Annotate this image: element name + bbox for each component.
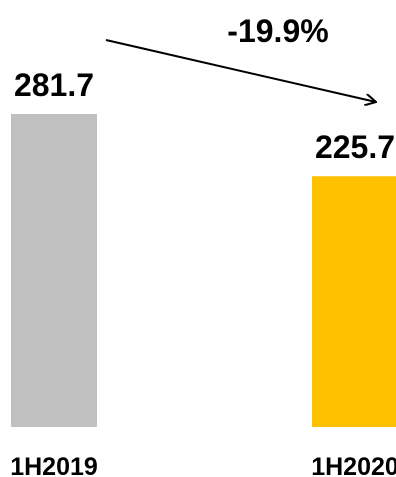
bar-1h2020 [312, 176, 396, 427]
category-label-1h2019: 1H2019 [10, 453, 98, 477]
change-percent-label: -19.9% [227, 13, 328, 49]
value-label-1h2019: 281.7 [14, 67, 94, 103]
value-label-1h2020: 225.7 [315, 129, 395, 165]
category-label-1h2020: 1H2020 [311, 453, 396, 477]
bar-1h2019 [11, 114, 97, 427]
change-arrow [105, 39, 376, 102]
